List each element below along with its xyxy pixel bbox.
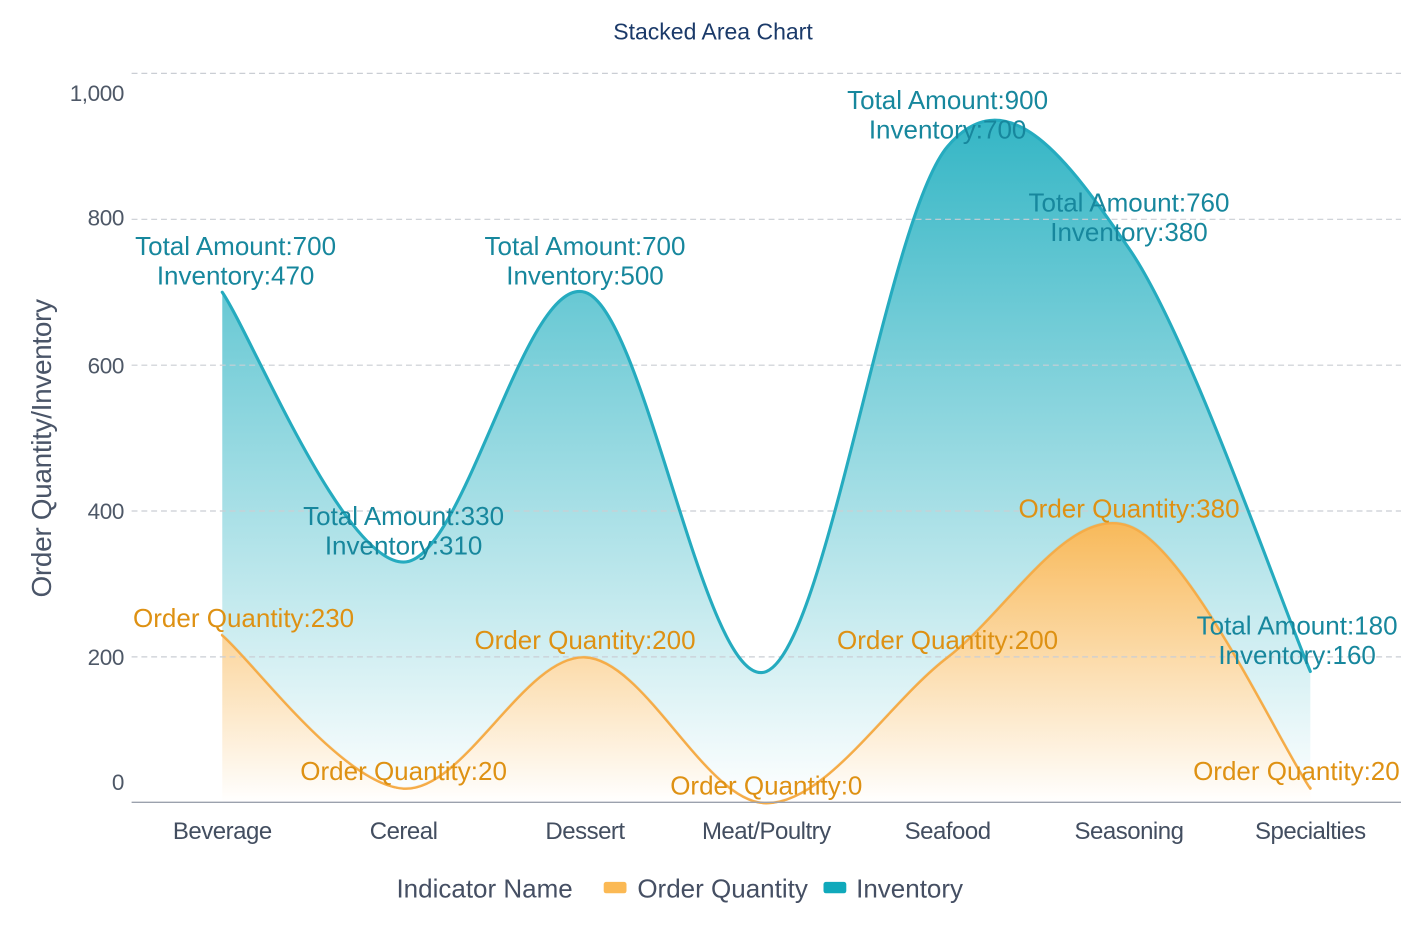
svg-text:Total Amount:700: Total Amount:700 <box>135 231 336 261</box>
svg-text:Inventory:500: Inventory:500 <box>506 261 664 291</box>
svg-text:Total Amount:330: Total Amount:330 <box>303 501 504 531</box>
svg-text:Stacked Area Chart: Stacked Area Chart <box>613 19 813 45</box>
svg-text:Specialties: Specialties <box>1255 818 1366 845</box>
svg-text:Inventory:310: Inventory:310 <box>325 531 483 561</box>
svg-text:Seafood: Seafood <box>905 818 991 845</box>
svg-text:Total Amount:180: Total Amount:180 <box>1197 610 1398 640</box>
svg-text:Total Amount:900: Total Amount:900 <box>847 85 1048 115</box>
svg-text:Order Quantity:230: Order Quantity:230 <box>133 603 354 633</box>
svg-text:Order Quantity/Inventory: Order Quantity/Inventory <box>26 299 57 598</box>
svg-text:Beverage: Beverage <box>173 818 272 845</box>
svg-text:Inventory:700: Inventory:700 <box>869 115 1027 145</box>
svg-text:Dessert: Dessert <box>545 818 625 845</box>
svg-text:Inventory:470: Inventory:470 <box>157 261 315 291</box>
svg-text:1,000: 1,000 <box>70 81 124 106</box>
svg-text:Order Quantity:0: Order Quantity:0 <box>670 771 862 801</box>
svg-text:Inventory:380: Inventory:380 <box>1050 217 1208 247</box>
svg-text:Total Amount:700: Total Amount:700 <box>485 231 686 261</box>
svg-text:Indicator Name: Indicator Name <box>396 874 572 904</box>
svg-text:Order Quantity:380: Order Quantity:380 <box>1018 494 1239 524</box>
svg-text:0: 0 <box>112 770 124 795</box>
svg-text:Order Quantity: Order Quantity <box>637 874 808 904</box>
svg-text:Meat/Poultry: Meat/Poultry <box>702 818 831 845</box>
svg-text:Seasoning: Seasoning <box>1075 818 1184 845</box>
svg-text:Order Quantity:20: Order Quantity:20 <box>1193 756 1400 786</box>
svg-text:400: 400 <box>88 499 124 524</box>
svg-text:Order Quantity:20: Order Quantity:20 <box>300 756 507 786</box>
svg-text:Order Quantity:200: Order Quantity:200 <box>474 625 695 655</box>
svg-text:Total Amount:760: Total Amount:760 <box>1029 187 1230 217</box>
svg-text:600: 600 <box>88 353 124 378</box>
svg-text:Order Quantity:200: Order Quantity:200 <box>837 625 1058 655</box>
svg-text:800: 800 <box>88 206 124 231</box>
svg-text:Inventory: Inventory <box>856 874 963 904</box>
svg-text:Inventory:160: Inventory:160 <box>1218 640 1376 670</box>
svg-text:200: 200 <box>88 645 124 670</box>
svg-text:Cereal: Cereal <box>370 818 438 845</box>
